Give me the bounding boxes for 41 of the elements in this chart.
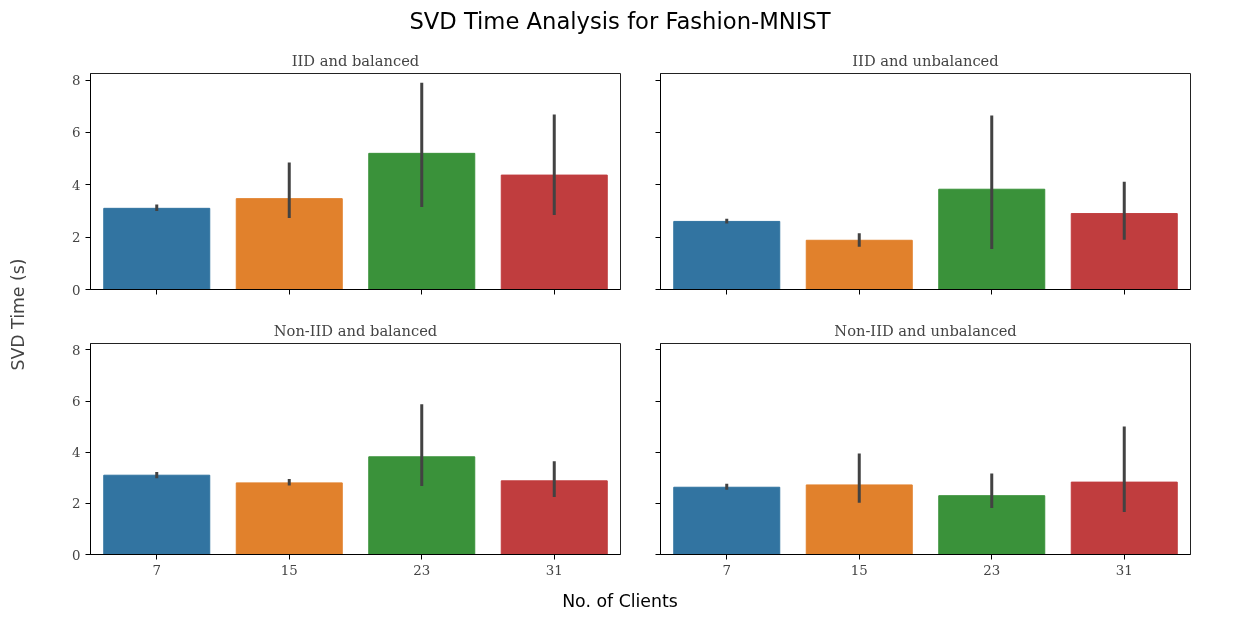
y-tick-label: 6 bbox=[72, 394, 81, 410]
bar bbox=[500, 480, 608, 555]
chart-title: IID and unbalanced bbox=[852, 51, 999, 69]
text: SVD Time Analysis for Fashion-MNIST bbox=[409, 7, 831, 36]
x-tick-label: 7 bbox=[722, 562, 731, 578]
x-tick-label: 15 bbox=[850, 562, 868, 578]
bar bbox=[805, 484, 913, 555]
bar bbox=[235, 198, 343, 290]
y-tick-label: 4 bbox=[72, 445, 81, 461]
chart-title: IID and balanced bbox=[291, 51, 420, 69]
y-tick-label: 6 bbox=[72, 125, 81, 141]
chart-title: Non-IID and unbalanced bbox=[834, 321, 1017, 339]
x-tick-label: 7 bbox=[152, 562, 161, 578]
bar bbox=[1070, 213, 1178, 290]
y-tick-label: 0 bbox=[72, 282, 81, 298]
x-tick-label: 23 bbox=[413, 562, 431, 578]
bar bbox=[938, 188, 1046, 290]
x-axis-title: No. of Clients bbox=[562, 590, 678, 613]
bar bbox=[368, 456, 476, 555]
x-tick-label: 15 bbox=[280, 562, 298, 578]
bar bbox=[938, 495, 1046, 555]
x-tick-label: 31 bbox=[1115, 562, 1133, 578]
y-tick-label: 4 bbox=[72, 177, 81, 193]
x-tick-label: 23 bbox=[983, 562, 1001, 578]
bar bbox=[368, 152, 476, 290]
bar bbox=[103, 207, 211, 290]
bar bbox=[805, 239, 913, 290]
bar bbox=[103, 474, 211, 555]
chart-title: Non-IID and balanced bbox=[273, 321, 438, 339]
x-tick-label: 31 bbox=[545, 562, 563, 578]
y-tick-label: 8 bbox=[72, 342, 81, 358]
y-tick-label: 8 bbox=[72, 73, 81, 89]
y-axis-title: SVD Time (s) bbox=[7, 258, 28, 371]
y-tick-label: 0 bbox=[72, 547, 81, 563]
y-tick-label: 2 bbox=[72, 496, 81, 512]
bar bbox=[235, 482, 343, 555]
y-tick-label: 2 bbox=[72, 230, 81, 246]
bar bbox=[1070, 481, 1178, 555]
bar bbox=[500, 174, 608, 290]
bar bbox=[673, 486, 781, 555]
bar bbox=[673, 220, 781, 290]
